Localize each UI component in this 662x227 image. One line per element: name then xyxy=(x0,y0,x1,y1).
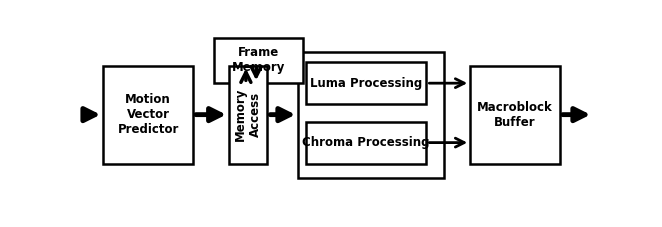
Bar xyxy=(214,38,303,83)
Text: Macroblock
Buffer: Macroblock Buffer xyxy=(477,101,553,129)
Bar xyxy=(306,62,426,104)
Bar xyxy=(298,52,444,178)
Bar xyxy=(103,66,193,164)
Bar xyxy=(229,66,267,164)
Text: Chroma Processing: Chroma Processing xyxy=(303,136,430,149)
Text: Luma Processing: Luma Processing xyxy=(310,77,422,90)
Bar xyxy=(470,66,560,164)
Text: Frame
Memory: Frame Memory xyxy=(232,47,285,74)
Text: Memory
Access: Memory Access xyxy=(234,88,262,141)
Bar xyxy=(306,122,426,164)
Text: Motion
Vector
Predictor: Motion Vector Predictor xyxy=(117,93,179,136)
